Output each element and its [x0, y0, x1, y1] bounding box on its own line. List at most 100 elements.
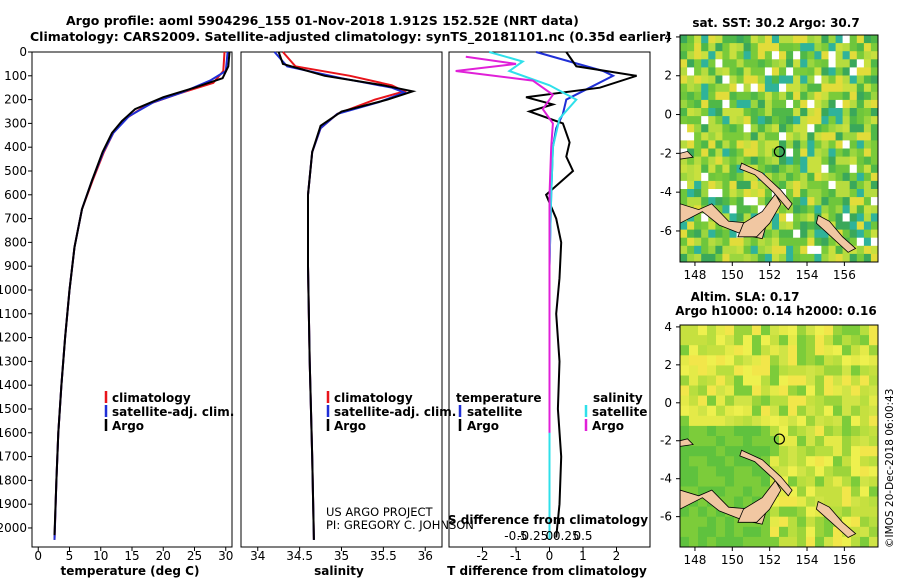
map-cell: [761, 405, 771, 417]
map-cell: [743, 189, 752, 198]
map-cell: [835, 148, 844, 158]
map-cell: [764, 116, 773, 125]
map-cell: [815, 436, 825, 447]
map-cell: [771, 75, 780, 85]
map-cell: [757, 83, 766, 93]
map-cell: [698, 335, 708, 346]
map-cell: [786, 35, 794, 44]
map-cell: [694, 83, 702, 93]
map-cell: [687, 253, 695, 263]
map-cell: [771, 59, 780, 68]
map-cell: [750, 124, 759, 133]
map-cell: [824, 375, 834, 387]
map-cell: [722, 43, 730, 52]
map-cell: [779, 59, 787, 68]
map-cell: [797, 425, 807, 437]
map-cell: [856, 229, 865, 239]
map-cell: [828, 205, 837, 214]
map-cell: [694, 108, 702, 117]
map-cell: [680, 99, 688, 109]
map-cell: [800, 75, 808, 85]
map-cell: [750, 156, 759, 166]
map-cell: [779, 124, 787, 133]
map-cell: [757, 75, 766, 85]
map-cell: [743, 405, 753, 417]
map-cell: [701, 148, 709, 158]
map-cell: [863, 75, 872, 85]
map-cell: [860, 516, 870, 528]
map-cell: [800, 91, 808, 101]
map-cell: [779, 75, 787, 85]
map-cell: [800, 108, 808, 117]
map-cell: [708, 91, 716, 101]
map-cell: [849, 83, 858, 93]
map-cell: [698, 365, 708, 376]
map-cell: [814, 140, 822, 149]
map-cell: [689, 365, 699, 376]
map-cell: [856, 253, 865, 263]
map-cell: [701, 189, 709, 198]
map-cell: [779, 446, 789, 457]
depth-tick-label: 200: [4, 93, 27, 107]
map-cell: [743, 43, 752, 52]
map-cell: [824, 436, 834, 447]
map-cell: [807, 245, 815, 255]
map-cell: [694, 140, 702, 149]
map-cell: [779, 229, 787, 239]
map-cell: [770, 496, 780, 508]
map-cell: [870, 164, 879, 174]
map-cell: [863, 172, 872, 182]
x-tick-label: -2: [477, 549, 489, 563]
map-cell: [860, 446, 870, 457]
map-cell: [770, 456, 780, 467]
map-cell: [833, 476, 843, 487]
map-cell: [707, 476, 717, 487]
map-cell: [779, 132, 787, 141]
map-cell: [743, 253, 752, 263]
map-cell: [806, 446, 816, 457]
map-cell: [824, 405, 834, 417]
map-cell: [870, 75, 879, 85]
map-cell: [687, 189, 695, 198]
depth-tick-label: 1400: [0, 378, 27, 392]
map-cell: [722, 180, 730, 190]
map-cell: [835, 245, 844, 255]
map-cell: [779, 345, 789, 356]
map-cell: [851, 395, 861, 407]
map-cell: [860, 385, 870, 397]
map-cell: [680, 35, 688, 44]
map-cell: [729, 99, 738, 109]
map-cell: [788, 335, 798, 346]
map-cell: [806, 355, 816, 366]
map-cell: [779, 180, 787, 190]
pi-credit: PI: GREGORY C. JOHNSON: [326, 518, 474, 532]
map-cell: [771, 229, 780, 239]
map-cell: [869, 516, 879, 528]
map-cell: [870, 67, 879, 76]
map-cell: [761, 446, 771, 457]
map-cell: [701, 229, 709, 239]
map-cell: [694, 180, 702, 190]
map-cell: [842, 425, 852, 437]
map-cell: [807, 140, 815, 149]
map-cell: [750, 99, 759, 109]
map-cell: [707, 415, 717, 427]
map-cell: [680, 229, 688, 239]
map-cell: [815, 446, 825, 457]
map-cell: [860, 425, 870, 437]
map-cell: [800, 253, 808, 263]
map-cell: [708, 99, 716, 109]
map-cell: [761, 415, 771, 427]
map-cell: [824, 395, 834, 407]
lon-tick-label: 148: [683, 268, 706, 282]
map-cell: [752, 345, 762, 356]
map-cell: [743, 124, 752, 133]
map-cell: [770, 325, 780, 336]
map-cell: [807, 67, 815, 76]
map-cell: [707, 325, 717, 336]
map-cell: [793, 197, 801, 206]
map-cell: [694, 75, 702, 85]
map-cell: [824, 446, 834, 457]
map-cell: [842, 35, 851, 44]
map-cell: [715, 108, 723, 117]
